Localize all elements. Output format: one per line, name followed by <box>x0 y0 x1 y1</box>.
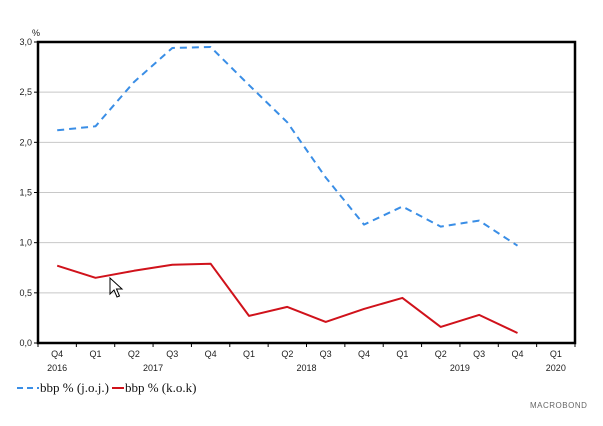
x-tick-label-quarter: Q2 <box>128 349 140 359</box>
x-tick-label-quarter: Q1 <box>243 349 255 359</box>
legend: bbp % (j.o.j.) bbp % (k.o.k) <box>16 380 198 396</box>
y-tick-label: 1,5 <box>19 188 32 198</box>
x-tick-label-year: 2020 <box>546 363 566 373</box>
y-tick-labels: 0,0 0,5 1,0 1,5 2,0 2,5 3,0 <box>19 37 32 348</box>
plot-frame <box>36 40 577 345</box>
legend-label-kok: bbp % (k.o.k) <box>124 380 197 395</box>
series-line-2 <box>56 262 518 334</box>
legend-item-jjo: bbp % (j.o.j.) <box>16 380 109 396</box>
legend-swatch-dashed <box>17 387 39 389</box>
grid-lines <box>34 41 576 347</box>
brand-watermark: MACROBOND <box>530 401 588 410</box>
x-tick-label-quarter: Q1 <box>396 349 408 359</box>
x-tick-label-quarter: Q2 <box>281 349 293 359</box>
x-tick-label-quarter: Q4 <box>51 349 63 359</box>
y-tick-label: 2,5 <box>19 87 32 97</box>
y-tick-label: 0,5 <box>19 288 32 298</box>
legend-swatch-solid <box>111 387 124 389</box>
x-tick-label-year: 2017 <box>143 363 163 373</box>
y-unit-label: % <box>32 28 40 38</box>
x-tick-label-quarter: Q4 <box>358 349 370 359</box>
legend-label-jjo: bbp % (j.o.j.) <box>40 380 109 395</box>
y-tick-label: 0,0 <box>19 338 32 348</box>
x-tick-label-quarter: Q3 <box>320 349 332 359</box>
mouse-pointer-icon <box>109 276 124 298</box>
legend-item-kok: bbp % (k.o.k) <box>111 380 197 396</box>
x-tick-label-year: 2019 <box>450 363 470 373</box>
x-tick-label-quarter: Q3 <box>473 349 485 359</box>
x-tick-label-quarter: Q4 <box>205 349 217 359</box>
x-tick-label-quarter: Q2 <box>435 349 447 359</box>
x-tick-labels: Q4 Q1 Q2 Q3 Q4 Q1 Q2 Q3 Q4 Q1 Q2 Q3 Q4 Q1 2016 2017 2018… <box>47 349 566 373</box>
y-tick-label: 2,0 <box>19 137 32 147</box>
x-tick-label-year: 2018 <box>296 363 316 373</box>
x-tick-label-quarter: Q3 <box>166 349 178 359</box>
series-line-1 <box>57 46 519 247</box>
x-tick-label-quarter: Q1 <box>90 349 102 359</box>
series-layer <box>56 46 519 334</box>
x-tick-label-quarter: Q4 <box>511 349 523 359</box>
y-tick-label: 3,0 <box>19 37 32 47</box>
x-tick-label-year: 2016 <box>47 363 67 373</box>
y-tick-label: 1,0 <box>19 238 32 248</box>
x-tick-label-quarter: Q1 <box>550 349 562 359</box>
